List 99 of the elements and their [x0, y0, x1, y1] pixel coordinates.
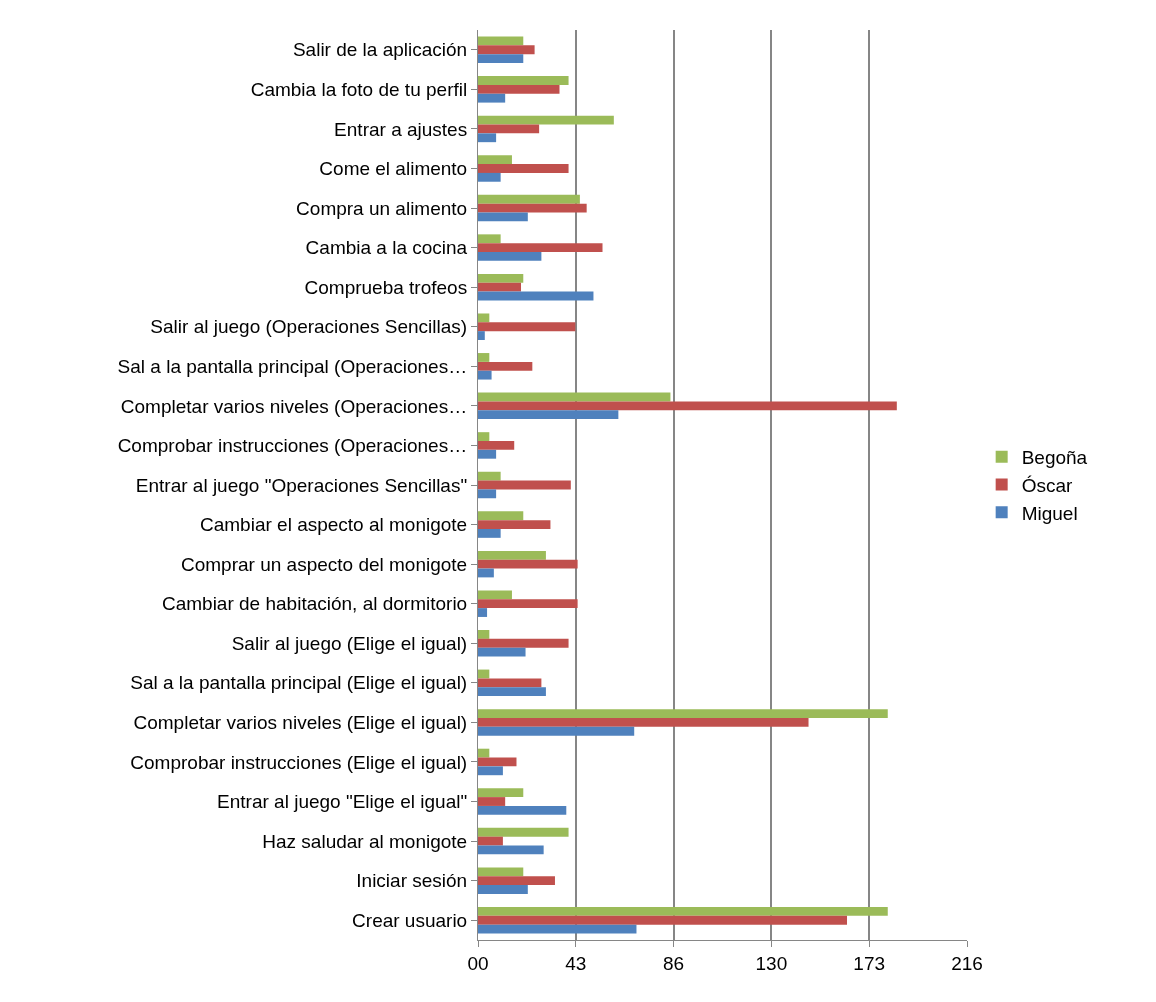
y-tick-label: Iniciar sesión — [356, 870, 468, 892]
x-tick-label: 86 — [663, 952, 685, 974]
bar — [478, 520, 551, 529]
bar — [478, 471, 501, 481]
bar — [478, 291, 594, 301]
bar — [478, 568, 494, 578]
bar — [478, 441, 515, 450]
bar — [478, 36, 524, 46]
bar — [478, 252, 542, 261]
bar — [478, 867, 524, 877]
y-tick-label: Comprobar instrucciones (Elige el igual) — [130, 751, 468, 773]
bar — [478, 766, 503, 776]
bar — [478, 748, 490, 758]
bar — [478, 155, 512, 165]
y-tick-label: Crear usuario — [352, 909, 468, 931]
bar — [478, 313, 490, 323]
bar — [478, 559, 578, 569]
bar — [478, 630, 490, 639]
bar — [478, 550, 546, 560]
bar — [478, 164, 569, 173]
bar — [478, 489, 497, 499]
x-tick-label: 130 — [755, 952, 788, 974]
bar — [478, 76, 569, 85]
bar — [478, 599, 578, 609]
bar — [478, 797, 506, 806]
bar — [478, 906, 888, 916]
bar — [478, 717, 809, 727]
bar — [478, 45, 535, 55]
y-tick-label: Entrar al juego "Operaciones Sencillas" — [135, 474, 468, 496]
bar — [478, 836, 503, 846]
bar — [478, 392, 671, 402]
y-tick-label: Completar varios niveles (Elige el igual) — [133, 712, 468, 734]
y-tick-label: Salir al juego (Operaciones Sencillas) — [150, 316, 468, 338]
y-tick-label: Comprar un aspecto del monigote — [180, 553, 468, 575]
bar — [478, 124, 540, 134]
bar — [478, 133, 497, 143]
bar — [478, 432, 490, 442]
bar — [478, 370, 492, 380]
bar — [478, 361, 533, 371]
bar — [478, 93, 506, 103]
bar — [478, 687, 546, 697]
x-tick-label: 173 — [853, 952, 886, 974]
y-tick-label: Cambiar de habitación, al dormitorio — [161, 593, 468, 615]
x-tick-label: 216 — [951, 952, 983, 974]
bar — [478, 678, 542, 688]
x-tick-label: 43 — [565, 952, 587, 974]
bar — [478, 243, 603, 253]
y-tick-label: Cambiar el aspecto al monigote — [200, 514, 468, 536]
bar — [478, 876, 555, 886]
bar — [478, 827, 569, 837]
legend-label: Begoña — [1021, 447, 1088, 469]
y-tick-label: Haz saludar al monigote — [262, 830, 468, 852]
y-tick-label: Sal a la pantalla principal (Operaciones… — [117, 355, 468, 377]
bar — [478, 401, 897, 411]
bar — [478, 480, 571, 490]
x-tick-label: 00 — [467, 952, 489, 974]
bar — [478, 726, 635, 736]
y-tick-label: Sal a la pantalla principal (Elige el igual) — [130, 672, 468, 694]
bar — [478, 172, 501, 182]
bar — [478, 788, 524, 798]
y-tick-label: Comprobar instrucciones (Operaciones… — [117, 435, 468, 457]
bar — [478, 590, 512, 600]
y-tick-label: Compra un alimento — [296, 197, 468, 219]
bar — [478, 845, 544, 855]
legend-label: Miguel — [1021, 502, 1078, 524]
bar — [478, 203, 587, 213]
y-tick-label: Completar varios niveles (Operaciones… — [120, 395, 468, 417]
y-tick-label: Entrar a ajustes — [334, 118, 468, 140]
bar — [478, 915, 848, 925]
bar — [478, 449, 497, 459]
bar — [478, 924, 637, 934]
bar — [478, 322, 576, 332]
bar — [478, 282, 522, 292]
y-tick-label: Cambia a la cocina — [305, 237, 468, 259]
y-tick-label: Salir de la aplicación — [292, 39, 468, 61]
bar — [478, 331, 485, 340]
bar — [478, 647, 526, 657]
y-tick-label: Entrar al juego "Elige el igual" — [217, 791, 468, 813]
bar — [478, 234, 501, 244]
bar — [478, 84, 560, 94]
bar — [478, 709, 888, 718]
bar — [478, 194, 580, 204]
y-tick-label: Cambia la foto de tu perfil — [250, 79, 468, 100]
y-tick-label: Salir al juego (Elige el igual) — [231, 632, 468, 654]
bar — [478, 115, 614, 125]
bar — [478, 212, 528, 222]
bar — [478, 410, 619, 420]
bar — [478, 885, 528, 894]
bar — [478, 638, 569, 648]
y-tick-label: Comprueba trofeos — [304, 276, 468, 298]
bar — [478, 353, 490, 362]
y-tick-label: Come el alimento — [319, 158, 468, 180]
bar — [478, 511, 524, 521]
bar — [478, 608, 488, 617]
bar — [478, 805, 567, 815]
bar — [478, 528, 501, 538]
bar — [478, 54, 524, 64]
legend-label: Óscar — [1021, 474, 1074, 496]
bar — [478, 273, 524, 283]
